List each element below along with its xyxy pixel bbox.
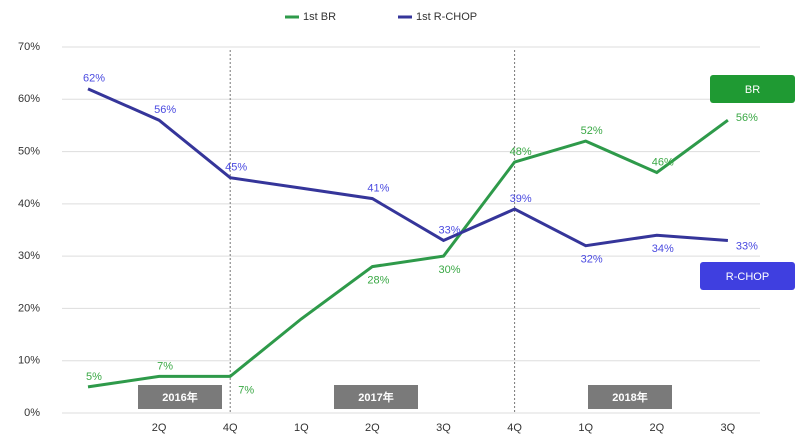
series-badge-label: R-CHOP <box>726 271 769 283</box>
y-tick-label: 60% <box>18 93 40 105</box>
data-label: 52% <box>581 125 603 137</box>
data-label: 48% <box>510 146 532 158</box>
y-tick-label: 70% <box>18 41 40 53</box>
x-tick-label: 4Q <box>223 422 238 434</box>
data-label: 30% <box>438 264 460 276</box>
x-tick-label: 2Q <box>649 422 664 434</box>
data-label: 7% <box>238 384 254 396</box>
y-tick-label: 10% <box>18 355 40 367</box>
x-tick-label: 3Q <box>436 422 451 434</box>
year-label: 2017年 <box>358 390 393 404</box>
data-label: 32% <box>581 254 603 266</box>
y-tick-label: 20% <box>18 302 40 314</box>
year-badge <box>334 385 418 409</box>
y-tick-label: 40% <box>18 198 40 210</box>
x-tick-label: 2Q <box>365 422 380 434</box>
data-label: 46% <box>652 156 674 168</box>
data-label: 41% <box>367 183 389 195</box>
year-label: 2018年 <box>612 390 647 404</box>
year-badge <box>588 385 672 409</box>
x-tick-label: 3Q <box>721 422 736 434</box>
year-label: 2016年 <box>162 390 197 404</box>
legend-label: 1st BR <box>303 11 336 23</box>
end-label: 56% <box>736 112 758 124</box>
data-label: 56% <box>154 104 176 116</box>
data-label: 34% <box>652 243 674 255</box>
x-tick-label: 2Q <box>152 422 167 434</box>
data-label: 28% <box>367 275 389 287</box>
end-label: 33% <box>736 240 758 252</box>
series-line <box>87 118 729 389</box>
data-label: 5% <box>86 371 102 383</box>
series-badge <box>700 262 795 290</box>
year-badge <box>138 385 222 409</box>
x-tick-label: 1Q <box>294 422 309 434</box>
x-tick-label: 1Q <box>578 422 593 434</box>
y-tick-label: 50% <box>18 145 40 157</box>
legend-label: 1st R-CHOP <box>416 11 477 23</box>
data-label: 62% <box>83 73 105 85</box>
data-label: 33% <box>438 224 460 236</box>
data-label: 39% <box>510 193 532 205</box>
series-badge <box>710 75 795 103</box>
series-badge-label: BR <box>745 84 760 96</box>
series-line <box>87 87 729 248</box>
x-tick-label: 4Q <box>507 422 522 434</box>
data-label: 45% <box>225 162 247 174</box>
y-tick-label: 30% <box>18 250 40 262</box>
y-tick-label: 0% <box>24 407 40 419</box>
data-label: 7% <box>157 360 173 372</box>
